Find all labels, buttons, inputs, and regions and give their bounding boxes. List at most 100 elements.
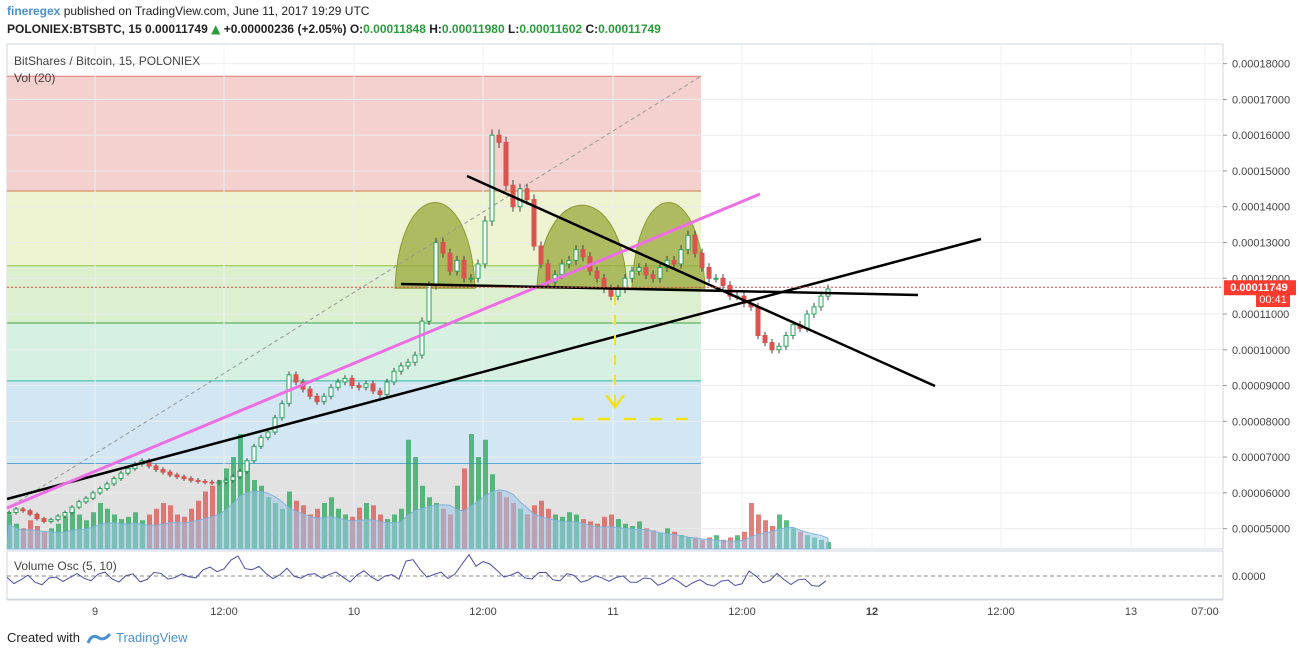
x-tick-label: 13: [1125, 606, 1137, 618]
x-tick-label: 9: [92, 606, 98, 618]
candle-body: [811, 306, 817, 315]
y-tick-label: 0.00005000: [1232, 524, 1290, 536]
candle-body: [244, 460, 250, 472]
time-axis[interactable]: 9 12:00 10 12:00 11 12:00 12 12:00 13 07:00: [92, 606, 1219, 618]
price-badge: 0.00011749 00:41: [1224, 280, 1296, 307]
volume-bar: [469, 434, 474, 549]
candle-body: [608, 288, 614, 297]
y-tick-label: 0.00006000: [1232, 488, 1290, 500]
y-tick-label: 0.00015000: [1232, 166, 1290, 178]
oscillator-pane[interactable]: [6, 550, 1224, 600]
target-arrow-head: [605, 394, 625, 410]
candle-body: [69, 506, 75, 514]
open-label: O:: [349, 22, 364, 36]
change-value: +0.00000236 (+2.05%): [223, 22, 347, 36]
author-name[interactable]: fineregex: [7, 4, 61, 18]
candle-body: [90, 492, 96, 499]
candle-body: [279, 402, 285, 419]
candle-body: [356, 385, 362, 388]
candle-body: [559, 263, 565, 276]
candle-body: [769, 342, 775, 351]
trend-lines[interactable]: [6, 174, 982, 510]
grid-lines: [7, 44, 1223, 549]
y-tick-label: 0.00010000: [1232, 345, 1290, 357]
y-tick-label: 0.00008000: [1232, 416, 1290, 428]
symbol-label: POLONIEX:BTSBTC, 15: [7, 22, 142, 36]
x-tick-label: 11: [607, 606, 618, 618]
close-label: C:: [585, 22, 599, 36]
candle-body: [195, 479, 201, 482]
footer: Created with TradingView: [7, 630, 188, 645]
candle-body: [153, 465, 159, 471]
candle-body: [265, 431, 271, 438]
candle-body: [650, 274, 656, 279]
y-tick-label: 0.00016000: [1232, 130, 1290, 142]
volume-bar: [749, 503, 754, 549]
candle-body: [720, 277, 726, 286]
candle-body: [48, 519, 54, 522]
y-tick-label: 0.00009000: [1232, 381, 1290, 393]
candle-body: [111, 478, 117, 485]
candle-body: [545, 263, 551, 283]
candle-body: [762, 334, 768, 344]
descending-resistance-line: [466, 174, 936, 388]
candle-body: [482, 220, 488, 265]
candle-body: [636, 267, 642, 272]
candle-body: [804, 313, 810, 329]
high-value: 0.00011980: [441, 22, 505, 36]
volume-bar: [224, 468, 229, 549]
volume-oscillator-line: [6, 553, 827, 588]
candle-body: [489, 134, 495, 222]
candle-body: [524, 188, 530, 201]
candle-body: [258, 436, 264, 447]
candle-body: [398, 365, 404, 372]
publish-header: fineregex published on TradingView.com, …: [7, 4, 369, 18]
oscillator-label: Volume Osc (5, 10): [14, 559, 117, 573]
high-label: H:: [429, 22, 442, 36]
candle-body: [76, 501, 82, 508]
volume-bar: [70, 508, 75, 549]
tradingview-link[interactable]: TradingView: [86, 630, 188, 645]
price-axis[interactable]: 0.00018000 0.00017000 0.00016000 0.00015000…: [1223, 59, 1290, 536]
candle-body: [566, 259, 572, 265]
candle-body: [538, 245, 544, 265]
countdown-badge: 00:41: [1259, 294, 1287, 306]
candle-body: [342, 377, 348, 383]
candle-body: [783, 334, 789, 347]
volume-bar: [756, 514, 761, 549]
candle-body: [440, 241, 446, 254]
candle-body: [181, 476, 187, 480]
close-value: 0.00011749: [598, 22, 661, 36]
x-tick-label: 12:00: [469, 606, 497, 618]
ascending-support-line: [6, 237, 982, 501]
y-tick-label: 0.00013000: [1232, 237, 1290, 249]
candle-body: [314, 395, 320, 403]
candle-body: [433, 241, 439, 286]
candle-body: [706, 267, 712, 279]
x-tick-label: 07:00: [1191, 606, 1219, 618]
candle-body: [104, 483, 110, 490]
candle-body: [678, 249, 684, 265]
volume-bar: [413, 457, 418, 549]
candle-body: [202, 480, 208, 483]
last-value: 0.00011749: [145, 22, 208, 36]
low-value: 0.00011602: [519, 22, 583, 36]
x-tick-label: 12:00: [210, 606, 238, 618]
volume-bar: [483, 439, 488, 549]
candle-body: [237, 470, 243, 478]
candle-body: [377, 390, 383, 395]
candle-body: [713, 277, 719, 280]
volume-bar: [238, 434, 243, 549]
candle-body: [419, 320, 425, 356]
candle-body: [643, 267, 649, 276]
candle-body: [699, 252, 705, 269]
candle-body: [426, 284, 432, 322]
candle-body: [83, 497, 89, 503]
candle-body: [405, 361, 411, 367]
candle-body: [251, 445, 257, 462]
y-tick-label: 0.00017000: [1232, 94, 1290, 106]
low-label: L:: [508, 22, 520, 36]
candle-body: [34, 513, 40, 520]
candle-body: [657, 267, 663, 279]
